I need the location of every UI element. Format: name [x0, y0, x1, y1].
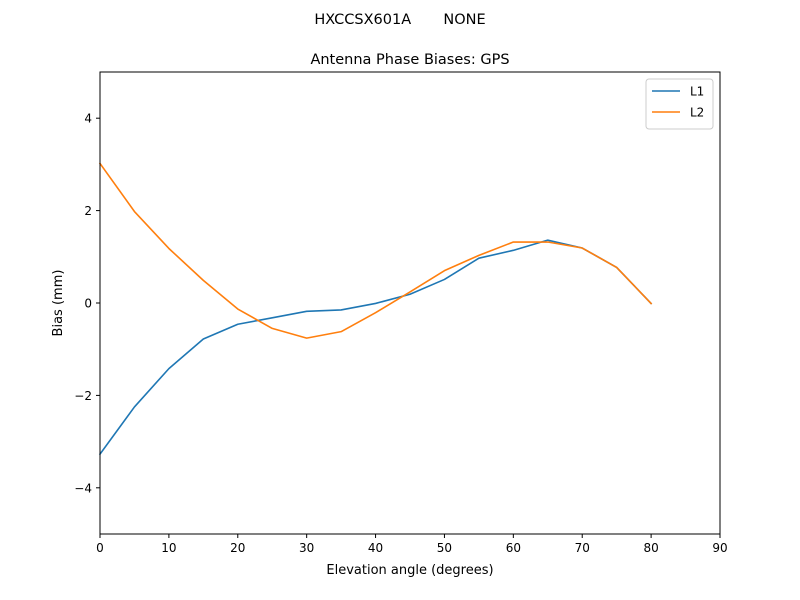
x-axis-label: Elevation angle (degrees)	[326, 563, 493, 578]
legend: L1 L2	[645, 78, 714, 130]
x-tick-label: 10	[161, 541, 176, 555]
legend-label-l2: L2	[690, 106, 704, 120]
y-axis-label: Bias (mm)	[51, 270, 66, 337]
x-tick-label: 80	[643, 541, 658, 555]
figure-suptitle: HXCCSX601A NONE	[314, 12, 485, 28]
x-tick-label: 40	[368, 541, 383, 555]
axes-frame	[99, 71, 721, 535]
legend-label-l1: L1	[690, 85, 704, 99]
chart-title: Antenna Phase Biases: GPS	[310, 52, 509, 68]
plot-area	[98, 71, 721, 535]
x-tick-label: 0	[96, 541, 104, 555]
y-tick-label: −2	[74, 389, 92, 403]
series-layer	[98, 162, 653, 456]
y-tick-label: −4	[74, 481, 92, 495]
y-tick-label: 2	[84, 204, 92, 218]
series-line-l2	[98, 162, 653, 339]
series-line-l1	[98, 239, 653, 456]
x-axis-ticks: 0 10 20 30 40 50 60 70 80 90	[96, 534, 728, 555]
x-tick-label: 20	[230, 541, 245, 555]
x-tick-label: 50	[437, 541, 452, 555]
y-axis-ticks: −4 −2 0 2 4	[74, 112, 100, 495]
x-tick-label: 90	[712, 541, 727, 555]
x-tick-label: 30	[299, 541, 314, 555]
x-tick-label: 60	[506, 541, 521, 555]
y-tick-label: 4	[84, 112, 92, 126]
y-tick-label: 0	[84, 297, 92, 311]
x-tick-label: 70	[575, 541, 590, 555]
